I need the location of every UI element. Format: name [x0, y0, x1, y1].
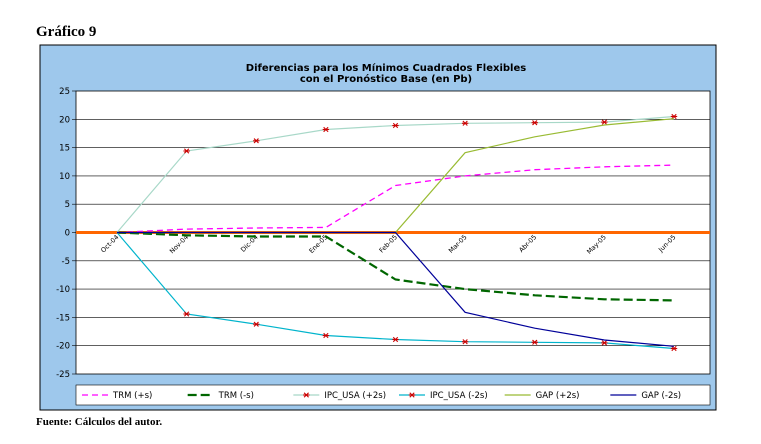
marker-stroke	[601, 340, 608, 346]
series-marker	[531, 120, 538, 126]
marker-stroke	[183, 148, 190, 154]
series-marker	[408, 392, 416, 398]
legend-label: GAP (-2s)	[641, 391, 681, 401]
marker-stroke	[671, 113, 677, 120]
series-line	[117, 231, 675, 347]
series-marker	[253, 321, 260, 327]
chart-title: Diferencias para los Mínimos Cuadrados F…	[246, 62, 526, 74]
marker-stroke	[409, 392, 415, 398]
legend: TRM (+s) TRM (-s) IPC_USA (+2s) IPC_USA (-2…	[75, 384, 711, 406]
y-tick-label: 5	[65, 200, 70, 210]
series-marker	[531, 339, 538, 345]
legend-label: GAP (+2s)	[536, 391, 580, 401]
marker-stroke	[253, 321, 259, 327]
figure-label: Gráfico 9	[36, 24, 97, 40]
y-tick-label: 0	[65, 229, 70, 239]
marker-stroke	[671, 345, 677, 352]
marker-stroke	[392, 122, 399, 129]
marker-stroke	[183, 311, 190, 317]
marker-stroke	[303, 392, 309, 398]
series-marker	[253, 138, 260, 144]
marker-stroke	[323, 126, 329, 133]
legend-label: TRM (-s)	[218, 391, 254, 401]
legend-box	[75, 384, 711, 406]
series-marker	[392, 336, 399, 343]
y-tick-label: 20	[59, 115, 70, 125]
marker-stroke	[601, 119, 608, 125]
series-marker	[303, 392, 310, 398]
marker-stroke	[532, 339, 538, 345]
legend-label: IPC_USA (+2s)	[324, 391, 386, 401]
y-tick-label: -25	[56, 370, 70, 380]
y-tick-label: 15	[59, 144, 70, 154]
y-tick-label: -10	[56, 285, 70, 295]
marker-stroke	[253, 138, 259, 144]
y-tick-label: 25	[59, 87, 70, 97]
marker-stroke	[462, 339, 468, 345]
series-lines	[116, 113, 678, 352]
marker-stroke	[392, 336, 399, 343]
y-tick-label: -5	[62, 257, 70, 267]
legend-label: IPC_USA (-2s)	[430, 391, 488, 401]
series-marker	[392, 122, 399, 129]
series-marker	[322, 332, 330, 339]
y-tick-label: -20	[56, 342, 70, 352]
series-marker	[461, 339, 469, 345]
chart-subtitle: con el Pronóstico Base (en Pb)	[300, 73, 472, 85]
series-marker	[601, 340, 608, 346]
series-line	[116, 231, 675, 302]
source-note: Fuente: Cálculos del autor.	[36, 416, 163, 428]
series-marker	[183, 148, 190, 154]
marker-stroke	[323, 332, 329, 339]
series-line	[116, 164, 675, 234]
series-marker	[322, 126, 330, 133]
marker-stroke	[462, 120, 468, 126]
series-marker	[183, 311, 190, 317]
y-tick-label: 10	[59, 172, 70, 182]
y-tick-label: -15	[56, 313, 70, 323]
series-marker	[601, 119, 608, 125]
series-marker	[461, 120, 469, 126]
marker-stroke	[532, 120, 538, 126]
legend-label: TRM (+s)	[112, 391, 152, 401]
series-marker	[670, 113, 678, 120]
y-tick-labels: 25 20 15 10 5 0 -5 -10 -15 -20 -25	[56, 87, 70, 380]
series-marker	[670, 345, 678, 352]
